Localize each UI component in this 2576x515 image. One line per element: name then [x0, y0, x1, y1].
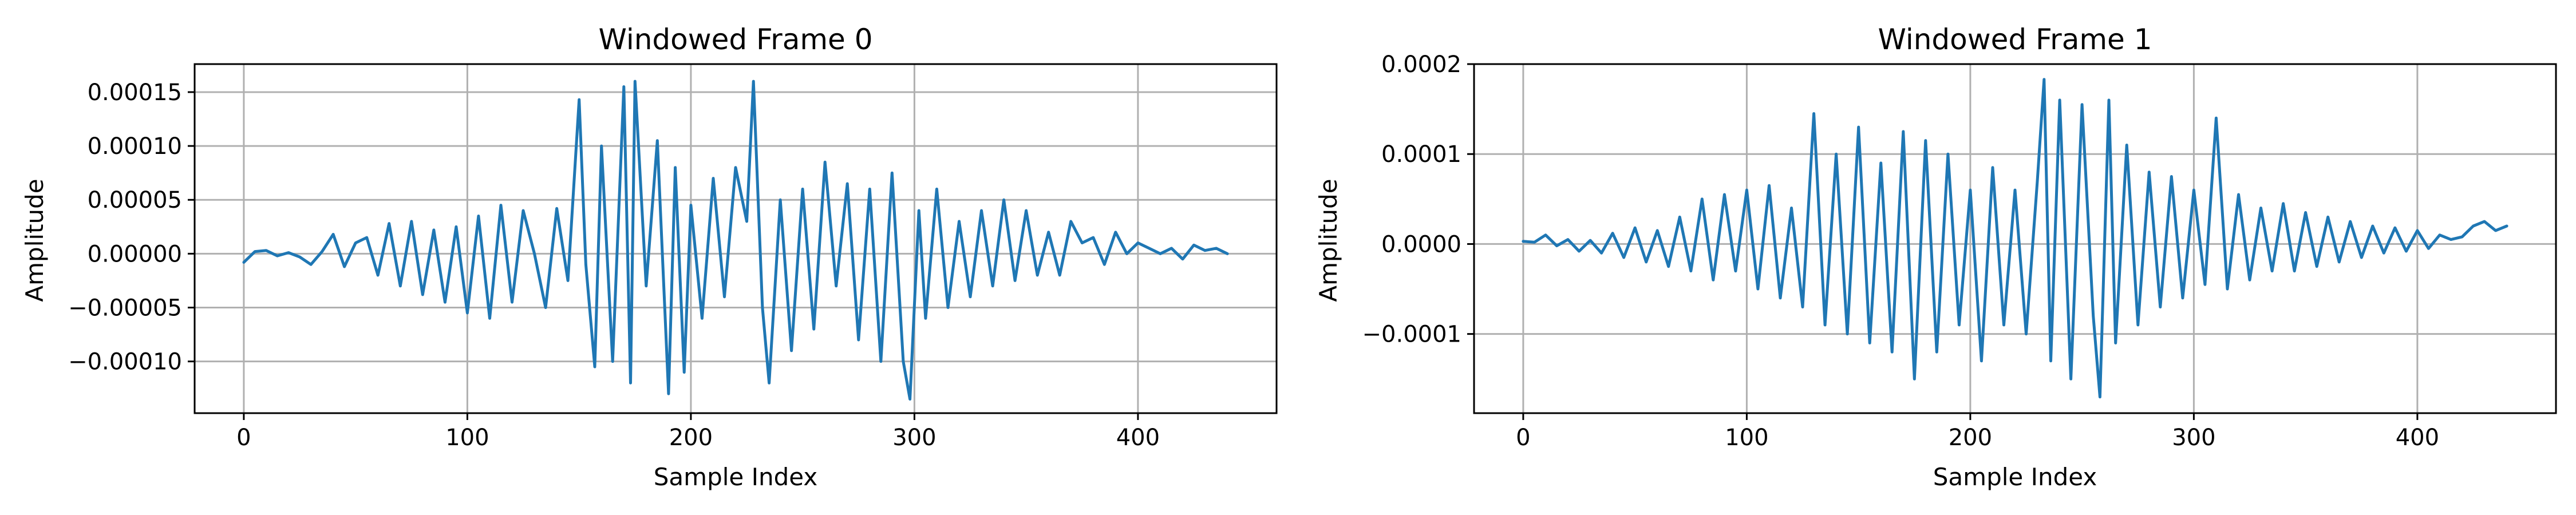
x-tick-label: 300: [2172, 425, 2215, 451]
y-tick-label: −0.00005: [68, 295, 182, 321]
x-tick-label: 200: [669, 425, 713, 451]
x-tick-label: 400: [1116, 425, 1160, 451]
grid-lines: [1474, 63, 2556, 413]
y-axis-label: Amplitude: [21, 179, 49, 302]
series-line: [242, 80, 1229, 401]
x-tick-label: 100: [445, 425, 489, 451]
chart-panel-frame-0: Windowed Frame 0 Sample Index Amplitude …: [21, 23, 1278, 491]
series-line: [1522, 78, 2508, 399]
x-axis-label: Sample Index: [654, 463, 817, 491]
plot-frame: [1473, 63, 2557, 414]
y-tick-label: 0.0001: [1381, 141, 1461, 168]
axis-ticks: 0 100 200 300 400 −0.0001 0.0000 0.0001 0.0002: [1362, 52, 2440, 451]
axis-ticks: 0 100 200 300 400 −0.00010 −0.00005 0.00000 0.00…: [68, 80, 1160, 451]
y-tick-label: −0.0001: [1362, 322, 1461, 348]
y-tick-label: 0.00005: [88, 187, 182, 213]
x-tick-label: 200: [1949, 425, 1992, 451]
x-tick-label: 0: [236, 425, 251, 451]
x-axis-label: Sample Index: [1933, 463, 2097, 491]
chart-title: Windowed Frame 1: [1878, 23, 2152, 56]
chart-panel-frame-1: Windowed Frame 1 Sample Index Amplitude …: [1314, 23, 2557, 491]
chart-title: Windowed Frame 0: [598, 23, 872, 56]
plot-frame: [193, 63, 1278, 414]
series-layer: [1522, 78, 2508, 399]
y-tick-label: 0.00000: [88, 241, 182, 267]
y-tick-label: −0.00010: [68, 349, 182, 375]
y-tick-label: 0.00015: [88, 80, 182, 106]
x-tick-label: 0: [1516, 425, 1530, 451]
grid-lines: [195, 64, 1277, 413]
y-axis-label: Amplitude: [1314, 179, 1342, 302]
y-tick-label: 0.0000: [1381, 231, 1461, 258]
y-tick-label: 0.0002: [1381, 52, 1461, 78]
x-tick-label: 300: [892, 425, 936, 451]
y-tick-label: 0.00010: [88, 133, 182, 160]
x-tick-label: 100: [1725, 425, 1768, 451]
series-layer: [242, 80, 1229, 401]
x-tick-label: 400: [2396, 425, 2439, 451]
